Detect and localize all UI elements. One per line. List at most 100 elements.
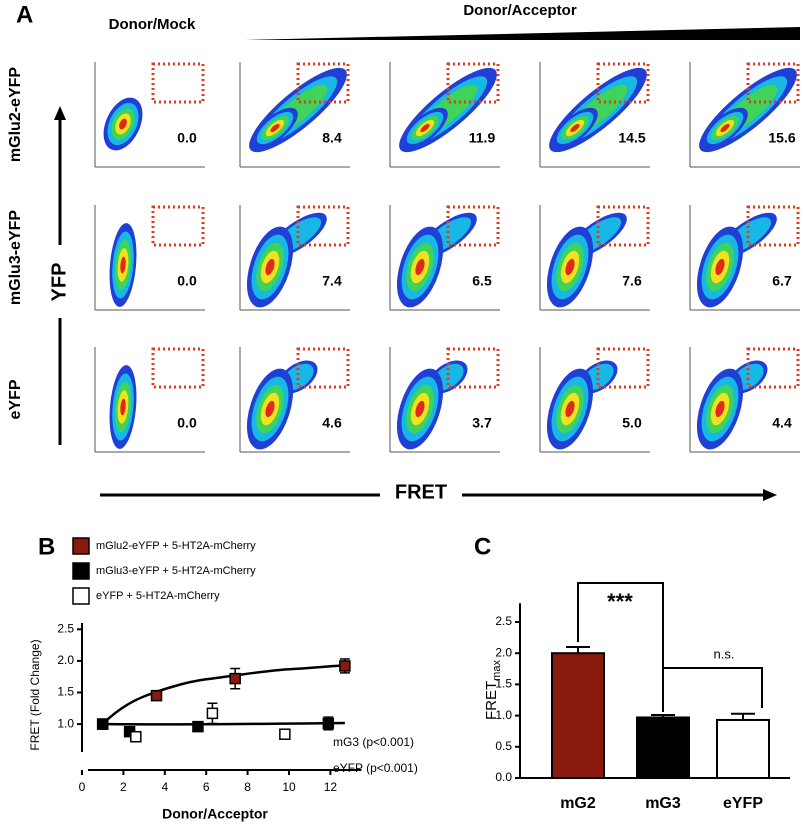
bar — [636, 716, 690, 779]
panel-label: C — [474, 533, 491, 560]
data-label: 4.4 — [772, 415, 792, 431]
data-label: 15.6 — [768, 130, 795, 146]
data-label: 8.4 — [322, 130, 342, 146]
gate — [596, 347, 650, 389]
marker — [279, 728, 291, 740]
data-label: 6.5 — [472, 273, 492, 289]
y-tick-label: 1.5 — [495, 677, 512, 691]
data-label: 0.0 — [177, 415, 197, 431]
legend-label: mGlu3-eYFP + 5-HT2A-mCherry — [96, 565, 256, 577]
gate — [746, 347, 800, 389]
column-title: Donor/Acceptor — [463, 2, 577, 19]
data-label: 4.6 — [322, 415, 342, 431]
y-tick-label: 2.5 — [57, 621, 74, 635]
x-tick-label: eYFP — [723, 795, 763, 812]
annotation: n.s. — [714, 646, 735, 661]
row-label: mGlu2-eYFP — [7, 67, 24, 162]
density-level — [570, 123, 580, 133]
data-label: 11.9 — [469, 130, 496, 146]
x-tick-label: 4 — [161, 780, 168, 794]
y-arrow-head — [54, 106, 66, 120]
gate — [151, 62, 205, 104]
y-tick-label: 1.0 — [495, 708, 512, 722]
x-tick-label: 2 — [120, 780, 127, 794]
gate — [746, 62, 800, 104]
gate — [296, 347, 350, 389]
x-tick-label: 8 — [244, 780, 251, 794]
density-level — [565, 258, 575, 276]
x-axis-label: Donor/Acceptor — [162, 806, 268, 822]
data-label: 6.7 — [772, 273, 792, 289]
y-tick-label: 1.0 — [57, 716, 74, 730]
legend-swatch — [72, 562, 90, 580]
y-tick-label: 2.5 — [495, 614, 512, 628]
y-tick-label: 2.0 — [495, 645, 512, 659]
column-title: Donor/Mock — [109, 16, 196, 33]
density-level — [120, 398, 126, 416]
marker — [130, 730, 142, 743]
x-tick-label: 10 — [282, 780, 296, 794]
marker — [229, 672, 241, 685]
density-level — [565, 400, 575, 418]
x-tick-label: mG3 — [645, 795, 681, 812]
x-tick-label: 12 — [324, 780, 338, 794]
gate — [296, 205, 350, 247]
x-arrow-head — [763, 489, 777, 501]
fit-curve — [102, 721, 345, 726]
significance-bracket — [577, 582, 664, 712]
error-bar — [566, 645, 590, 654]
x-tick-label: 0 — [79, 780, 86, 794]
data-label: 5.0 — [622, 415, 642, 431]
y-tick-label: 0.0 — [495, 770, 512, 784]
marker — [150, 689, 163, 702]
marker — [96, 718, 109, 730]
density-level — [715, 258, 725, 276]
gate — [446, 347, 500, 389]
marker — [206, 707, 219, 720]
row-label: mGlu3-eYFP — [7, 210, 24, 305]
annotation: mG3 (p<0.001) — [333, 735, 414, 749]
gate — [151, 347, 205, 389]
legend-label: mGlu2-eYFP + 5-HT2A-mCherry — [96, 540, 256, 552]
y-tick-label: 0.5 — [495, 739, 512, 753]
gate — [446, 205, 500, 247]
y-axis-label-sub: max — [491, 660, 503, 681]
density-level — [415, 400, 425, 418]
panel-label: A — [16, 1, 33, 28]
annotation: eYFP (p<0.001) — [333, 761, 418, 775]
marker — [192, 720, 204, 733]
x-tick-label: 6 — [203, 780, 210, 794]
gate — [446, 62, 500, 104]
legend-label: eYFP + 5-HT2A-mCherry — [96, 590, 220, 602]
data-label: 7.4 — [322, 273, 342, 289]
gate — [296, 62, 350, 104]
density-level — [720, 123, 730, 133]
gate — [151, 205, 205, 247]
error-bar — [731, 712, 755, 720]
legend-swatch — [72, 587, 90, 605]
y-axis-label-main: FRET — [483, 681, 500, 720]
density-level — [415, 258, 425, 276]
bar — [551, 652, 605, 780]
density-level — [119, 118, 127, 130]
density-level — [715, 400, 725, 418]
row-label: eYFP — [7, 379, 24, 419]
panel-label: B — [38, 533, 55, 560]
y-tick-label: 1.5 — [57, 685, 74, 699]
density-level — [265, 258, 275, 276]
density-level — [420, 123, 430, 133]
ratio-wedge — [245, 27, 800, 40]
density-level — [265, 400, 275, 418]
bar — [716, 718, 770, 780]
gate — [596, 205, 650, 247]
y-axis-label: FRET (Fold Change) — [28, 639, 42, 750]
x-tick-label: mG2 — [560, 795, 596, 812]
data-label: 0.0 — [177, 130, 197, 146]
gate — [746, 205, 800, 247]
marker — [339, 660, 351, 672]
fit-curve — [101, 664, 345, 725]
annotation: *** — [607, 589, 633, 614]
axis-label: YFP — [48, 263, 70, 302]
density-level — [270, 123, 280, 133]
